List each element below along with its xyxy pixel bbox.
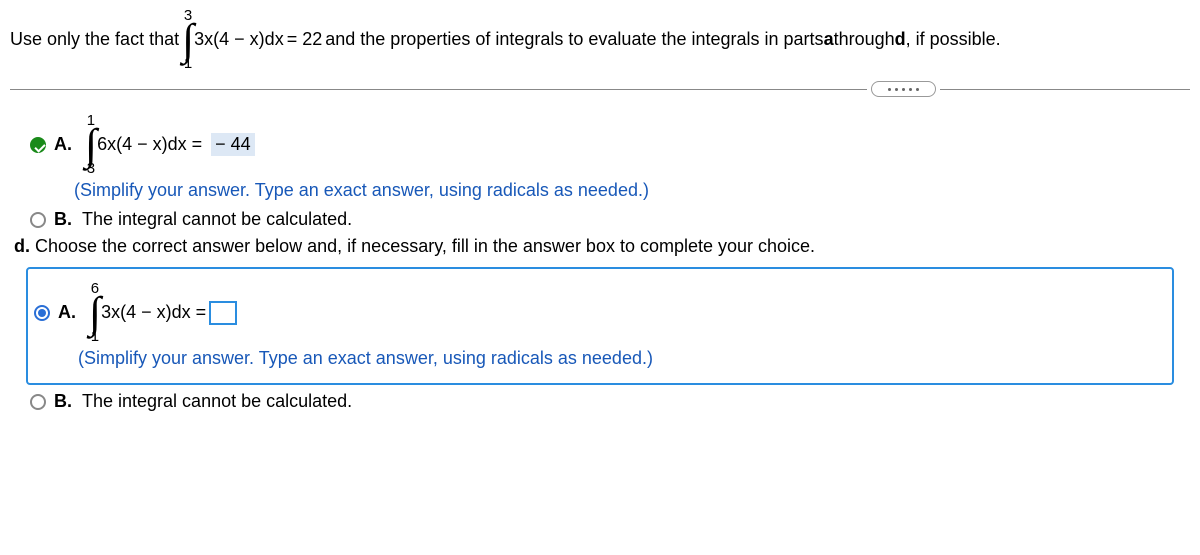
- choice-text: The integral cannot be calculated.: [82, 209, 352, 230]
- integral-result: = 22: [287, 29, 323, 50]
- problem-statement: Use only the fact that 3 ∫ 1 3x(4 − x)dx…: [10, 8, 1190, 71]
- part-d-selected-panel: A. 6 ∫ 1 3x(4 − x)dx = (Simplify your an…: [26, 267, 1174, 385]
- answer-hint: (Simplify your answer. Type an exact ans…: [74, 180, 1190, 201]
- part-d-integral: 6 ∫ 1 3x(4 − x)dx =: [89, 281, 206, 344]
- more-options-button[interactable]: [871, 81, 936, 97]
- part-d-prompt: d. Choose the correct answer below and, …: [14, 236, 1190, 257]
- integrand: 3x(4 − x)dx: [194, 29, 284, 50]
- integral-lower-bound: 1: [91, 329, 101, 344]
- part-label-a: a: [824, 29, 834, 50]
- intro-text: Use only the fact that: [10, 29, 179, 50]
- intro-text-2: and the properties of integrals to evalu…: [325, 29, 823, 50]
- part-c-integral: 1 ∫ 3 6x(4 − x)dx =: [85, 113, 202, 176]
- intro-text-3: through: [834, 29, 895, 50]
- integral-symbol: ∫: [182, 23, 194, 56]
- part-d-choice-b: B. The integral cannot be calculated.: [30, 391, 1190, 412]
- choice-label: B.: [54, 391, 72, 412]
- divider: [10, 81, 1190, 97]
- integral-symbol: ∫: [89, 296, 101, 329]
- radio-part-d-b[interactable]: [30, 394, 46, 410]
- part-label-d: d: [895, 29, 906, 50]
- part-d-label: d.: [14, 236, 30, 256]
- radio-part-c-b[interactable]: [30, 212, 46, 228]
- integrand: 6x(4 − x)dx =: [97, 134, 202, 155]
- choice-label: B.: [54, 209, 72, 230]
- answer-value: − 44: [211, 133, 255, 156]
- intro-text-4: , if possible.: [906, 29, 1001, 50]
- radio-part-d-a[interactable]: [34, 305, 50, 321]
- choice-label: A.: [58, 302, 76, 323]
- given-integral: 3 ∫ 1 3x(4 − x)dx = 22: [182, 8, 322, 71]
- integral-symbol: ∫: [85, 128, 97, 161]
- answer-input-box[interactable]: [209, 301, 237, 325]
- part-d-text: Choose the correct answer below and, if …: [30, 236, 815, 256]
- integrand: 3x(4 − x)dx =: [101, 302, 206, 323]
- choice-text: The integral cannot be calculated.: [82, 391, 352, 412]
- radio-part-c-a[interactable]: [30, 137, 46, 153]
- part-c-choice-a: A. 1 ∫ 3 6x(4 − x)dx = − 44: [30, 113, 1190, 176]
- part-c-choice-b: B. The integral cannot be calculated.: [30, 209, 1190, 230]
- answer-hint: (Simplify your answer. Type an exact ans…: [78, 348, 1170, 369]
- choice-label: A.: [54, 134, 72, 155]
- part-d-choice-a: A. 6 ∫ 1 3x(4 − x)dx =: [34, 281, 1170, 344]
- integral-lower-bound: 3: [87, 161, 97, 176]
- integral-lower-bound: 1: [184, 56, 194, 71]
